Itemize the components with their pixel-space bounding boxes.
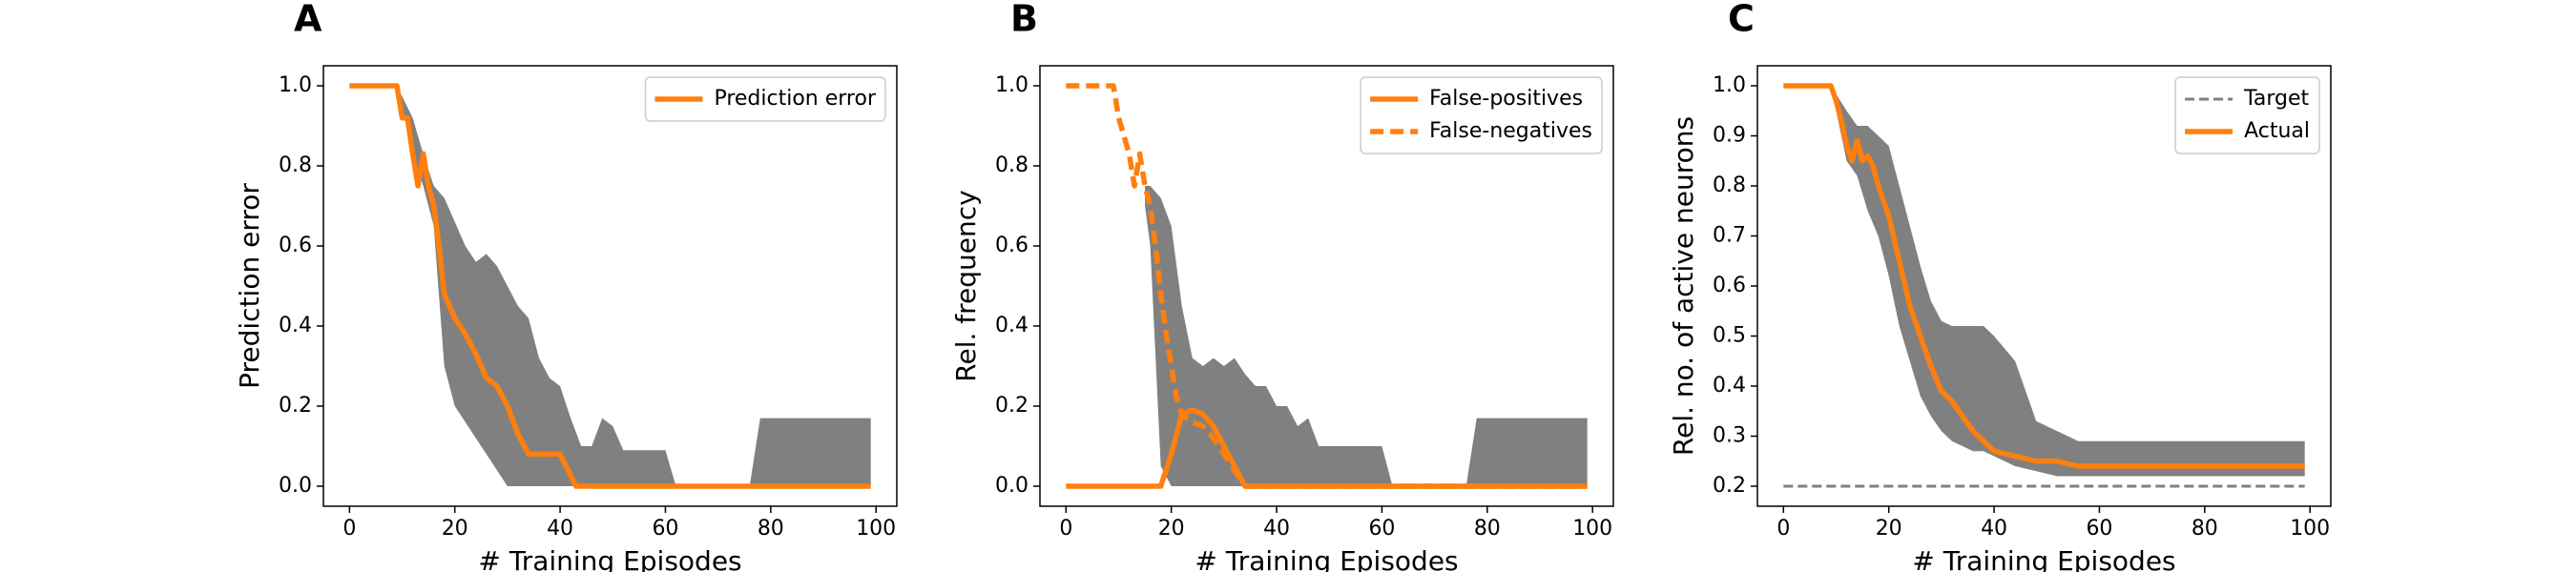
- y-tick-label: 0.6: [279, 234, 312, 257]
- y-tick-label: 1.0: [1713, 73, 1746, 97]
- x-tick-label: 40: [1981, 517, 2007, 541]
- y-axis-label: Rel. frequency: [950, 190, 982, 381]
- y-tick-label: 0.0: [995, 474, 1028, 498]
- y-axis-label: Rel. no. of active neurons: [1668, 116, 1699, 456]
- y-tick-label: 1.0: [279, 73, 312, 97]
- y-tick-label: 1.0: [995, 73, 1028, 97]
- legend-label: Prediction error: [714, 87, 876, 111]
- panel: 0 20 40 60 80 100 0.2 0.3 0.4 0.5 0.6 0.7 0.8 0.9 1.0 C…: [1668, 0, 2332, 572]
- x-tick-label: 80: [1474, 517, 1501, 541]
- y-tick-label: 0.0: [279, 474, 312, 498]
- panel-label: B: [1010, 0, 1038, 40]
- y-tick-label: 0.8: [279, 153, 312, 177]
- y-tick-label: 0.5: [1713, 324, 1746, 348]
- y-axis-label: Prediction error: [234, 183, 265, 389]
- y-tick-label: 0.6: [1713, 274, 1746, 297]
- x-tick-label: 60: [652, 517, 678, 541]
- legend-box: [644, 76, 886, 122]
- x-axis-label: # Training Episodes: [1912, 545, 2175, 572]
- legend-label: False-positives: [1429, 87, 1583, 111]
- axes-frame: [1039, 65, 1614, 507]
- legend-label: Target: [2243, 87, 2309, 111]
- y-tick-label: 0.4: [995, 314, 1028, 337]
- x-tick-label: 20: [1158, 517, 1185, 541]
- x-tick-label: 0: [1059, 517, 1072, 541]
- y-tick-label: 0.2: [279, 394, 312, 418]
- y-tick-label: 0.8: [995, 153, 1028, 177]
- y-tick-label: 0.7: [1713, 224, 1746, 248]
- x-tick-label: 100: [2290, 517, 2330, 541]
- y-tick-label: 0.4: [1713, 374, 1746, 398]
- x-tick-label: 100: [1572, 517, 1612, 541]
- panel-label: C: [1728, 0, 1755, 40]
- legend-label: False-negatives: [1429, 119, 1592, 143]
- panel: 0 20 40 60 80 100 0.0 0.2 0.4 0.6 0.8 1.0 B # Trainin…: [950, 0, 1614, 572]
- legend-box: [2174, 76, 2320, 154]
- series-line: [1783, 83, 2305, 469]
- y-tick-label: 0.3: [1713, 424, 1746, 448]
- y-tick-label: 0.9: [1713, 124, 1746, 148]
- y-tick-label: 0.4: [279, 314, 312, 337]
- x-tick-label: 60: [2086, 517, 2112, 541]
- legend-box: [1360, 76, 1603, 154]
- y-tick-label: 0.2: [995, 394, 1028, 418]
- x-tick-label: 80: [2192, 517, 2218, 541]
- axes-frame: [322, 65, 898, 507]
- x-tick-label: 0: [1776, 517, 1790, 541]
- legend: Target Actual: [2174, 76, 2320, 154]
- x-axis-label: # Training Episodes: [478, 545, 741, 572]
- series-line: [1066, 83, 1588, 489]
- legend: Prediction error: [644, 76, 886, 122]
- y-tick-label: 0.6: [995, 234, 1028, 257]
- confidence-band: [1145, 186, 1588, 486]
- x-tick-label: 40: [547, 517, 573, 541]
- x-tick-label: 0: [343, 517, 356, 541]
- x-tick-label: 40: [1263, 517, 1290, 541]
- panel-label: A: [294, 0, 322, 40]
- x-tick-label: 60: [1368, 517, 1395, 541]
- series-line: [349, 83, 871, 489]
- legend: False-positives False-negatives: [1360, 76, 1603, 154]
- x-tick-label: 100: [856, 517, 896, 541]
- legend-label: Actual: [2244, 119, 2310, 143]
- y-tick-label: 0.2: [1713, 474, 1746, 498]
- confidence-band: [349, 86, 871, 486]
- panel: 0 20 40 60 80 100 0.0 0.2 0.4 0.6 0.8 1.0 A # Trainin…: [234, 0, 898, 572]
- x-tick-label: 80: [758, 517, 784, 541]
- x-tick-label: 20: [442, 517, 468, 541]
- x-tick-label: 20: [1876, 517, 1902, 541]
- y-tick-label: 0.8: [1713, 174, 1746, 197]
- x-axis-label: # Training Episodes: [1195, 545, 1458, 572]
